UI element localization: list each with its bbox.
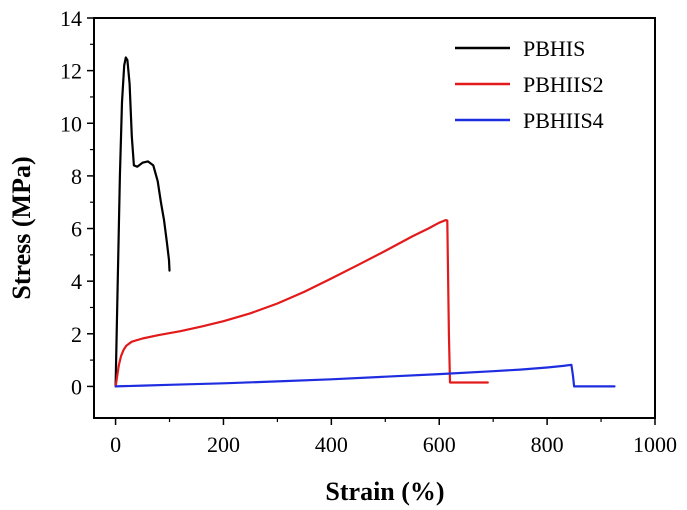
x-tick-label: 200 — [207, 432, 240, 457]
y-tick-label: 0 — [71, 374, 82, 399]
legend-label-2: PBHIIS2 — [523, 72, 604, 97]
plot-frame — [93, 17, 656, 419]
series-line-2 — [114, 219, 489, 388]
y-tick-label: 2 — [71, 322, 82, 347]
y-tick-label: 14 — [60, 6, 82, 31]
y-tick-label: 4 — [71, 269, 82, 294]
x-tick-label: 800 — [531, 432, 564, 457]
x-tick-label: 1000 — [633, 432, 677, 457]
x-tick-label: 0 — [110, 432, 121, 457]
x-axis-ticks: 0 200 400 600 800 1000 — [110, 418, 677, 457]
legend-label-3: PBHIIS4 — [523, 108, 604, 133]
x-axis-title: Strain (%) — [325, 477, 444, 506]
y-tick-label: 8 — [71, 164, 82, 189]
legend-label-1: PBHIS — [523, 36, 585, 61]
y-axis-title: Stress (MPa) — [7, 156, 36, 299]
legend: PBHIS PBHIIS2 PBHIIS4 — [455, 36, 604, 133]
y-tick-label: 10 — [60, 111, 82, 136]
series-line-1 — [114, 56, 171, 388]
x-tick-label: 400 — [315, 432, 348, 457]
y-axis-ticks: 0 2 4 6 8 10 12 14 — [60, 6, 94, 399]
series-line-3 — [114, 363, 616, 388]
y-tick-label: 12 — [60, 59, 82, 84]
y-tick-label: 6 — [71, 217, 82, 242]
plot-lines — [114, 56, 616, 388]
x-tick-label: 600 — [423, 432, 456, 457]
